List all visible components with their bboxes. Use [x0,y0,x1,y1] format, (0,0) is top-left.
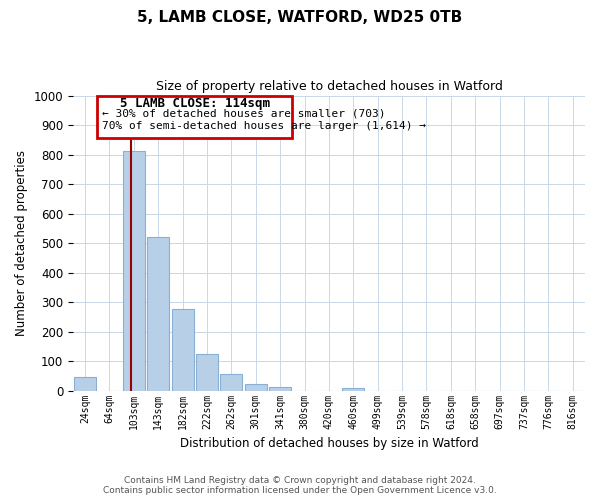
Text: ← 30% of detached houses are smaller (703): ← 30% of detached houses are smaller (70… [103,109,386,119]
FancyBboxPatch shape [97,96,292,138]
Bar [74,377,96,390]
Text: Contains HM Land Registry data © Crown copyright and database right 2024.
Contai: Contains HM Land Registry data © Crown c… [103,476,497,495]
Text: 5 LAMB CLOSE: 114sqm: 5 LAMB CLOSE: 114sqm [120,97,270,110]
Bar [123,151,145,390]
Bar [220,374,242,390]
Bar [269,387,291,390]
Text: 5, LAMB CLOSE, WATFORD, WD25 0TB: 5, LAMB CLOSE, WATFORD, WD25 0TB [137,10,463,25]
Text: 70% of semi-detached houses are larger (1,614) →: 70% of semi-detached houses are larger (… [103,120,427,130]
Bar [196,354,218,391]
X-axis label: Distribution of detached houses by size in Watford: Distribution of detached houses by size … [179,437,478,450]
Bar [245,384,267,390]
Bar [172,310,194,390]
Title: Size of property relative to detached houses in Watford: Size of property relative to detached ho… [155,80,502,93]
Bar [147,237,169,390]
Y-axis label: Number of detached properties: Number of detached properties [15,150,28,336]
Bar [343,388,364,390]
